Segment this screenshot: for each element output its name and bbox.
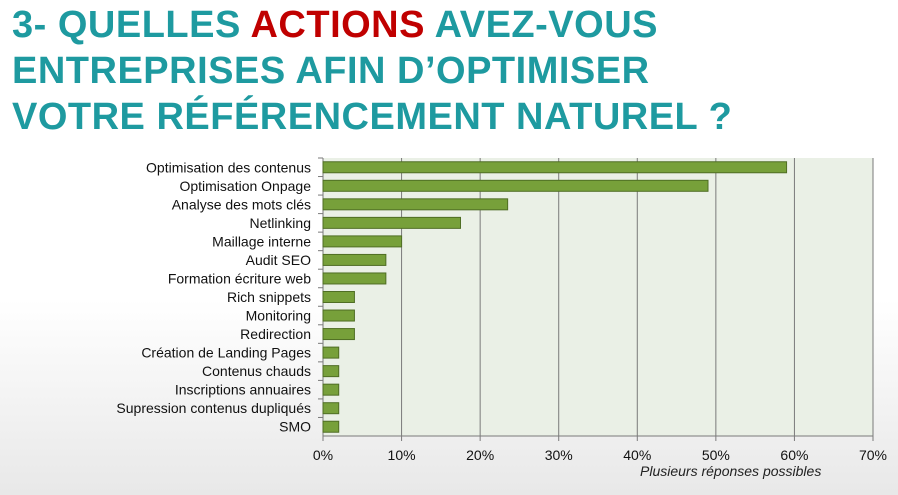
category-label: SMO — [279, 419, 311, 435]
category-label: Rich snippets — [227, 289, 311, 305]
title-part1: 3- QUELLES — [12, 4, 251, 46]
x-tick-label: 30% — [545, 447, 573, 463]
bar — [322, 328, 355, 341]
bar — [322, 365, 340, 378]
category-label: Analyse des mots clés — [172, 196, 311, 212]
title-part2: AVEZ-VOUS — [424, 4, 658, 46]
x-tick-label: 50% — [702, 447, 730, 463]
category-label: Contenus chauds — [202, 363, 311, 379]
bar — [322, 235, 403, 248]
bar — [322, 309, 355, 322]
x-tick-label: 60% — [780, 447, 808, 463]
bar — [322, 291, 355, 303]
bar — [322, 383, 340, 396]
bar — [322, 179, 709, 192]
bar — [322, 420, 340, 433]
x-tick-label: 10% — [388, 447, 416, 463]
category-label: Supression contenus dupliqués — [116, 400, 311, 416]
x-tick-label: 40% — [623, 447, 651, 463]
title-accent-word: ACTIONS — [250, 4, 425, 46]
bar — [322, 161, 788, 174]
category-label: Audit SEO — [246, 252, 311, 268]
bar — [322, 198, 509, 211]
category-label: Inscriptions annuaires — [175, 382, 311, 398]
category-label: Monitoring — [246, 308, 311, 324]
category-label: Netlinking — [250, 215, 311, 231]
x-tick-label: 70% — [859, 447, 887, 463]
bar — [322, 253, 387, 266]
category-label: Optimisation des contenus — [146, 159, 311, 175]
title-line3: VOTRE RÉFÉRENCEMENT NATUREL ? — [12, 96, 733, 138]
category-label: Formation écriture web — [168, 270, 311, 286]
chart-footnote: Plusieurs réponses possibles — [640, 463, 822, 479]
category-label: Optimisation Onpage — [179, 178, 311, 194]
x-tick-label: 20% — [466, 447, 494, 463]
slide-title: 3- QUELLES ACTIONS AVEZ-VOUS ENTREPRISES… — [12, 2, 892, 140]
bar — [322, 346, 340, 359]
title-line2: ENTREPRISES AFIN D’OPTIMISER — [12, 50, 650, 92]
category-label: Redirection — [240, 326, 311, 342]
category-label: Maillage interne — [212, 233, 311, 249]
bar — [322, 272, 387, 285]
bar — [322, 216, 461, 229]
bar — [322, 402, 340, 415]
category-label: Création de Landing Pages — [141, 345, 311, 361]
x-tick-label: 0% — [313, 447, 333, 463]
